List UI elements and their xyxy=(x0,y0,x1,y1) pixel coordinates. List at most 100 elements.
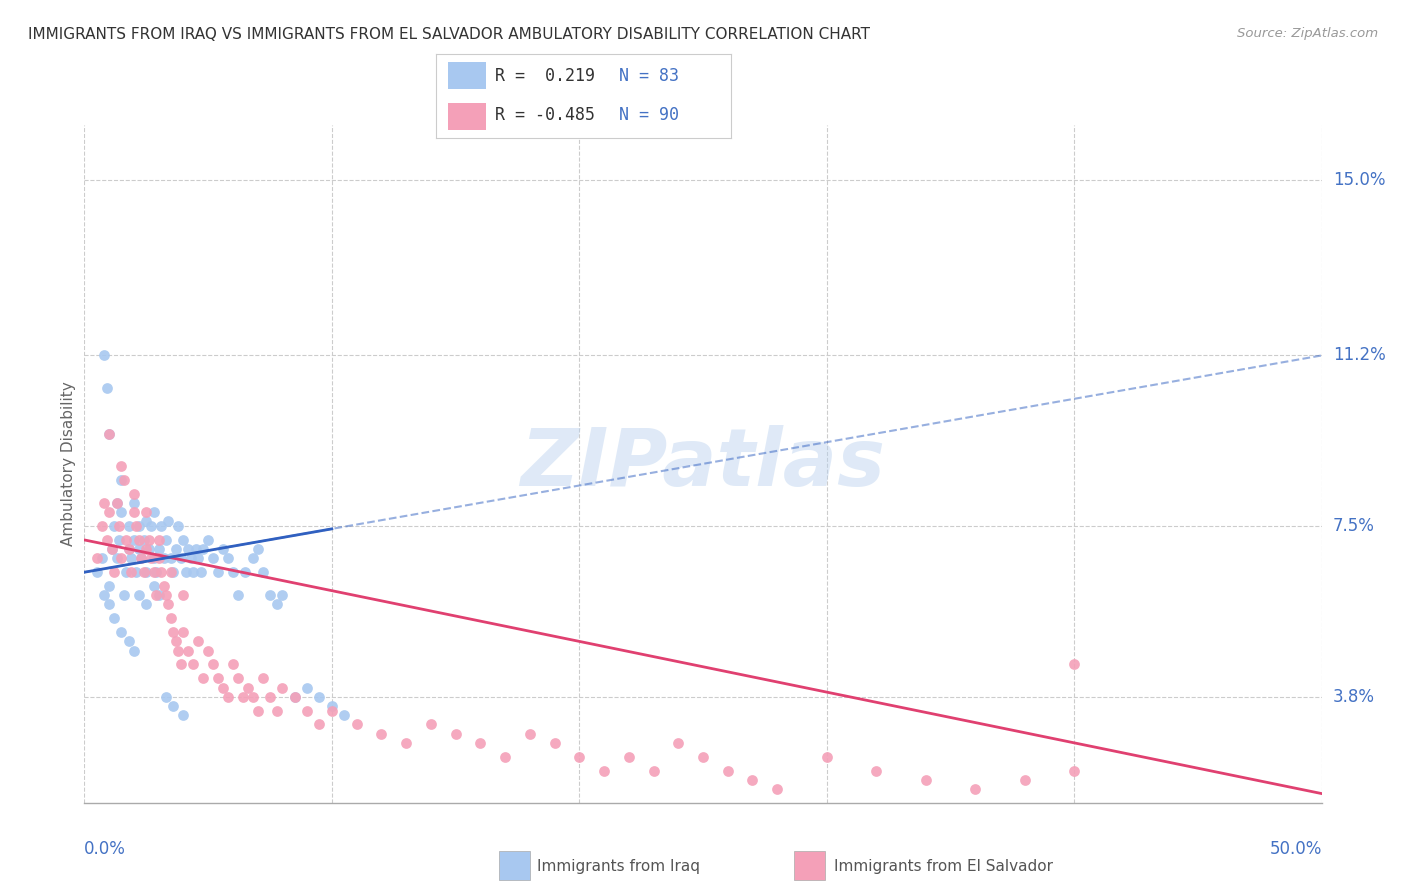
Point xyxy=(232,690,254,704)
Point xyxy=(86,551,108,566)
Point xyxy=(152,551,174,566)
Point xyxy=(284,690,307,704)
Text: N = 90: N = 90 xyxy=(619,105,679,123)
Point xyxy=(617,749,640,764)
Point xyxy=(142,505,165,519)
Point xyxy=(157,598,180,612)
Point xyxy=(98,579,121,593)
Point xyxy=(103,565,125,579)
Point xyxy=(122,533,145,547)
Point xyxy=(177,643,200,657)
Point xyxy=(252,671,274,685)
Point xyxy=(207,565,229,579)
Point xyxy=(226,671,249,685)
Point xyxy=(246,542,269,557)
Point xyxy=(93,588,115,602)
Point xyxy=(217,690,239,704)
Point xyxy=(191,542,214,557)
Point xyxy=(141,551,163,566)
Point xyxy=(321,704,343,718)
Point xyxy=(122,643,145,657)
Text: 15.0%: 15.0% xyxy=(1333,171,1385,189)
Point xyxy=(170,657,193,672)
FancyBboxPatch shape xyxy=(447,62,486,89)
Point xyxy=(242,551,264,566)
Point xyxy=(543,736,565,750)
Point xyxy=(643,764,665,778)
Point xyxy=(105,496,128,510)
Point xyxy=(197,533,219,547)
Point xyxy=(135,565,157,579)
Text: R =  0.219: R = 0.219 xyxy=(495,67,595,85)
Point xyxy=(295,704,318,718)
FancyBboxPatch shape xyxy=(447,103,486,130)
Point xyxy=(155,588,177,602)
Point xyxy=(308,690,330,704)
Point xyxy=(271,588,294,602)
Point xyxy=(135,598,157,612)
Point xyxy=(148,588,170,602)
Point xyxy=(766,781,789,796)
Point xyxy=(142,551,165,566)
Point xyxy=(118,542,141,557)
Point xyxy=(187,634,209,648)
Point xyxy=(148,551,170,566)
Point xyxy=(105,551,128,566)
Point xyxy=(271,681,294,695)
Point xyxy=(593,764,616,778)
Point xyxy=(172,708,194,723)
Point xyxy=(202,551,225,566)
Point xyxy=(444,726,467,740)
Point xyxy=(96,533,118,547)
Point xyxy=(98,505,121,519)
Point xyxy=(165,634,187,648)
Point xyxy=(187,551,209,566)
Point xyxy=(98,426,121,441)
Point xyxy=(162,625,184,640)
Point xyxy=(128,533,150,547)
Point xyxy=(470,736,492,750)
Text: 50.0%: 50.0% xyxy=(1270,839,1322,858)
Point xyxy=(135,505,157,519)
Point xyxy=(145,565,167,579)
Point xyxy=(190,565,212,579)
Text: 0.0%: 0.0% xyxy=(84,839,127,858)
Point xyxy=(346,717,368,731)
Point xyxy=(568,749,591,764)
Point xyxy=(96,381,118,395)
Text: IMMIGRANTS FROM IRAQ VS IMMIGRANTS FROM EL SALVADOR AMBULATORY DISABILITY CORREL: IMMIGRANTS FROM IRAQ VS IMMIGRANTS FROM … xyxy=(28,27,870,42)
Point xyxy=(148,542,170,557)
Point xyxy=(118,542,141,557)
Point xyxy=(160,551,183,566)
Point xyxy=(162,565,184,579)
Point xyxy=(207,671,229,685)
Point xyxy=(226,588,249,602)
Point xyxy=(666,736,689,750)
Point xyxy=(1063,657,1085,672)
Point xyxy=(246,704,269,718)
Point xyxy=(222,657,245,672)
Text: Source: ZipAtlas.com: Source: ZipAtlas.com xyxy=(1237,27,1378,40)
Point xyxy=(135,515,157,529)
Point xyxy=(115,533,138,547)
Point xyxy=(284,690,307,704)
Point xyxy=(252,565,274,579)
Point xyxy=(132,565,155,579)
Point xyxy=(110,505,132,519)
Text: R = -0.485: R = -0.485 xyxy=(495,105,595,123)
Point xyxy=(122,496,145,510)
Point xyxy=(965,781,987,796)
Point xyxy=(174,565,197,579)
Point xyxy=(135,542,157,557)
Point xyxy=(103,519,125,533)
Point xyxy=(148,533,170,547)
Point xyxy=(118,519,141,533)
Point xyxy=(142,565,165,579)
Text: N = 83: N = 83 xyxy=(619,67,679,85)
Point xyxy=(132,533,155,547)
Point xyxy=(112,473,135,487)
Point xyxy=(865,764,887,778)
Point xyxy=(165,542,187,557)
Point xyxy=(122,487,145,501)
Point xyxy=(259,588,281,602)
